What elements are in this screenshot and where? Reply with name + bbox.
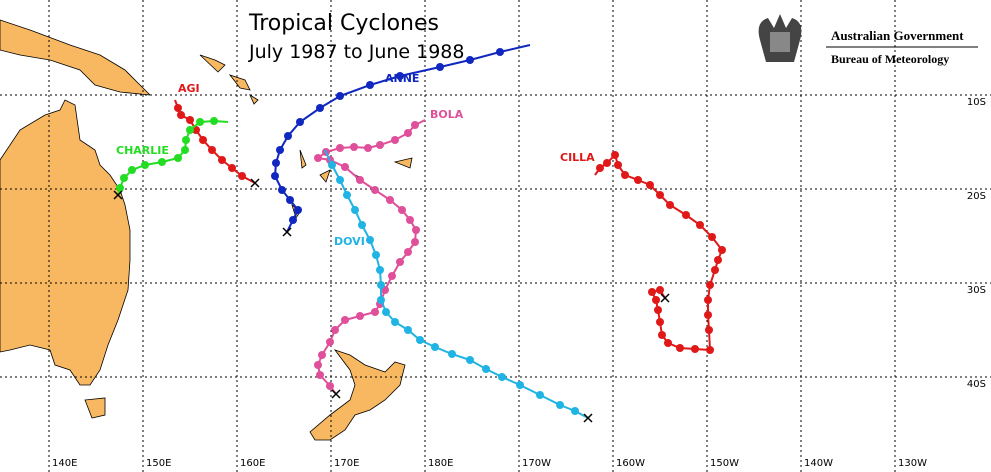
latitude-label: 20S bbox=[967, 191, 986, 202]
track-anne bbox=[271, 44, 531, 233]
storm-name: CILLA bbox=[560, 151, 595, 164]
emblem bbox=[758, 14, 802, 62]
storm-name: DOVI bbox=[334, 235, 365, 248]
track-dovi bbox=[324, 149, 589, 419]
latitude-label: 30S bbox=[967, 285, 986, 296]
latitude-labels: 10S 20S 30S 40S bbox=[967, 97, 986, 390]
latitude-label: 40S bbox=[967, 379, 986, 390]
longitude-label: 140W bbox=[804, 458, 833, 469]
storm-name: CHARLIE bbox=[116, 144, 169, 157]
storm-name: BOLA bbox=[430, 108, 464, 121]
bureau: Bureau of Meteorology bbox=[831, 52, 949, 66]
longitude-labels: 140E 150E 160E 170E 180E 170W 160W 150W 140W 130W bbox=[52, 458, 927, 469]
track-charlie bbox=[116, 117, 229, 196]
storm-name: ANNE bbox=[385, 72, 419, 85]
longitude-label: 140E bbox=[52, 458, 77, 469]
longitude-label: 150W bbox=[710, 458, 739, 469]
longitude-label: 170E bbox=[334, 458, 359, 469]
longitude-label: 130W bbox=[898, 458, 927, 469]
longitude-label: 180E bbox=[428, 458, 453, 469]
longitude-label: 150E bbox=[146, 458, 171, 469]
latitude-label: 10S bbox=[967, 97, 986, 108]
title: Tropical Cyclones bbox=[248, 11, 439, 36]
longitude-label: 160W bbox=[616, 458, 645, 469]
subtitle: July 1987 to June 1988 bbox=[248, 41, 465, 63]
agency: Australian Government bbox=[831, 28, 964, 43]
track-cilla bbox=[594, 151, 726, 354]
longitude-label: 160E bbox=[240, 458, 265, 469]
storm-name: AGI bbox=[178, 82, 200, 95]
end-markers bbox=[113, 178, 670, 423]
longitude-label: 170W bbox=[522, 458, 551, 469]
